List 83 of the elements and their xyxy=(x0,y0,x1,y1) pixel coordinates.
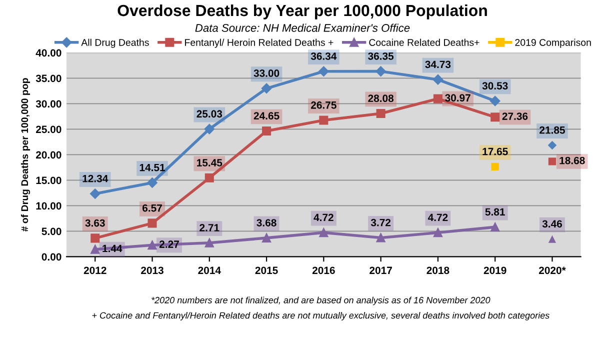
x-tick-label: 2016 xyxy=(312,266,335,274)
data-label: 4.72 xyxy=(428,214,448,222)
text: *2020 numbers are not finalized, and are based on analysis as of 16 November 2020 xyxy=(152,296,490,306)
data-label: 24.65 xyxy=(254,112,280,120)
point xyxy=(147,178,158,188)
data-label: 2.27 xyxy=(159,240,179,248)
legend-label: All Drug Deaths xyxy=(81,38,149,48)
legend-label: Fentanyl/ Heroin Related Deaths + xyxy=(185,38,334,48)
point xyxy=(490,112,500,122)
y-tick-label: 40.00 xyxy=(36,49,62,57)
y-tick-label: 10.00 xyxy=(36,202,62,210)
chart-subtitle: Data Source: NH Medical Examiner's Office xyxy=(195,24,410,32)
text: + Cocaine and Fentanyl/Heroin Related deaths are not mutually exclusive, several deaths involved both categories xyxy=(92,312,550,320)
data-label: 15.45 xyxy=(197,159,222,166)
point xyxy=(432,74,444,85)
data-label: 34.73 xyxy=(425,60,451,68)
x-tick-label: 2017 xyxy=(370,266,392,274)
point xyxy=(204,124,215,134)
point xyxy=(548,235,556,243)
data-label: 36.34 xyxy=(310,52,337,60)
y-tick-label: 20.00 xyxy=(36,151,62,159)
point xyxy=(491,162,499,171)
point xyxy=(548,158,556,166)
point xyxy=(376,233,386,242)
data-label: 5.81 xyxy=(485,208,505,216)
x-tick-label: 2013 xyxy=(141,266,164,274)
point xyxy=(548,140,557,150)
y-tick-label: 30.00 xyxy=(36,100,62,108)
data-label: 36.35 xyxy=(368,52,394,60)
data-label: 30.97 xyxy=(445,94,470,102)
point xyxy=(318,66,329,76)
point xyxy=(261,83,272,94)
data-label: 3.68 xyxy=(256,219,276,226)
data-label: 18.68 xyxy=(560,156,585,164)
point xyxy=(90,244,100,254)
data-label: 30.53 xyxy=(482,82,508,90)
point xyxy=(262,233,272,242)
data-label: 3.63 xyxy=(85,219,105,227)
point xyxy=(433,228,442,238)
point xyxy=(90,188,100,199)
point xyxy=(490,222,500,232)
data-label: 4.72 xyxy=(314,214,334,222)
legend-label: 2019 Comparison xyxy=(515,38,591,48)
point xyxy=(490,96,500,106)
data-label: 33.00 xyxy=(254,70,280,77)
point xyxy=(376,66,386,76)
y-tick-label: 0.00 xyxy=(42,253,62,261)
point xyxy=(262,126,272,136)
point xyxy=(319,116,328,125)
point xyxy=(204,238,214,248)
data-label: 28.08 xyxy=(368,94,394,102)
data-label: 3.46 xyxy=(542,220,562,228)
point xyxy=(376,108,386,118)
y-tick-label: 15.00 xyxy=(36,176,62,184)
point xyxy=(433,94,442,104)
data-label: 26.75 xyxy=(311,101,336,109)
y-tick-label: 35.00 xyxy=(36,74,62,82)
data-label: 25.03 xyxy=(196,110,222,118)
point xyxy=(319,228,328,238)
x-tick-label: 2014 xyxy=(198,266,221,274)
y-tick-label: 5.00 xyxy=(42,228,62,236)
x-tick-label: 2020* xyxy=(538,266,566,274)
legend-label: Cocaine Related Deaths+ xyxy=(369,38,480,46)
data-label: 1.44 xyxy=(102,244,122,252)
data-label: 21.85 xyxy=(540,126,565,134)
data-label: 17.65 xyxy=(482,148,508,156)
y-axis-title: # of Drug Deaths per 100,000 pop xyxy=(20,78,30,232)
point xyxy=(148,218,157,228)
data-label: 3.72 xyxy=(370,218,391,226)
data-label: 2.71 xyxy=(200,224,220,232)
x-tick-label: 2019 xyxy=(484,266,506,274)
point xyxy=(148,240,157,250)
x-tick-label: 2015 xyxy=(255,266,278,274)
data-label: 14.51 xyxy=(140,164,166,172)
y-tick-label: 25.00 xyxy=(36,126,62,134)
data-label: 12.34 xyxy=(82,174,108,182)
point xyxy=(90,234,100,243)
data-label: 6.57 xyxy=(142,204,162,212)
x-tick-label: 2018 xyxy=(426,266,450,274)
chart-title: Overdose Deaths by Year per 100,000 Population xyxy=(118,4,487,20)
point xyxy=(204,173,214,182)
x-tick-label: 2012 xyxy=(84,266,106,274)
data-label: 27.36 xyxy=(502,112,528,120)
